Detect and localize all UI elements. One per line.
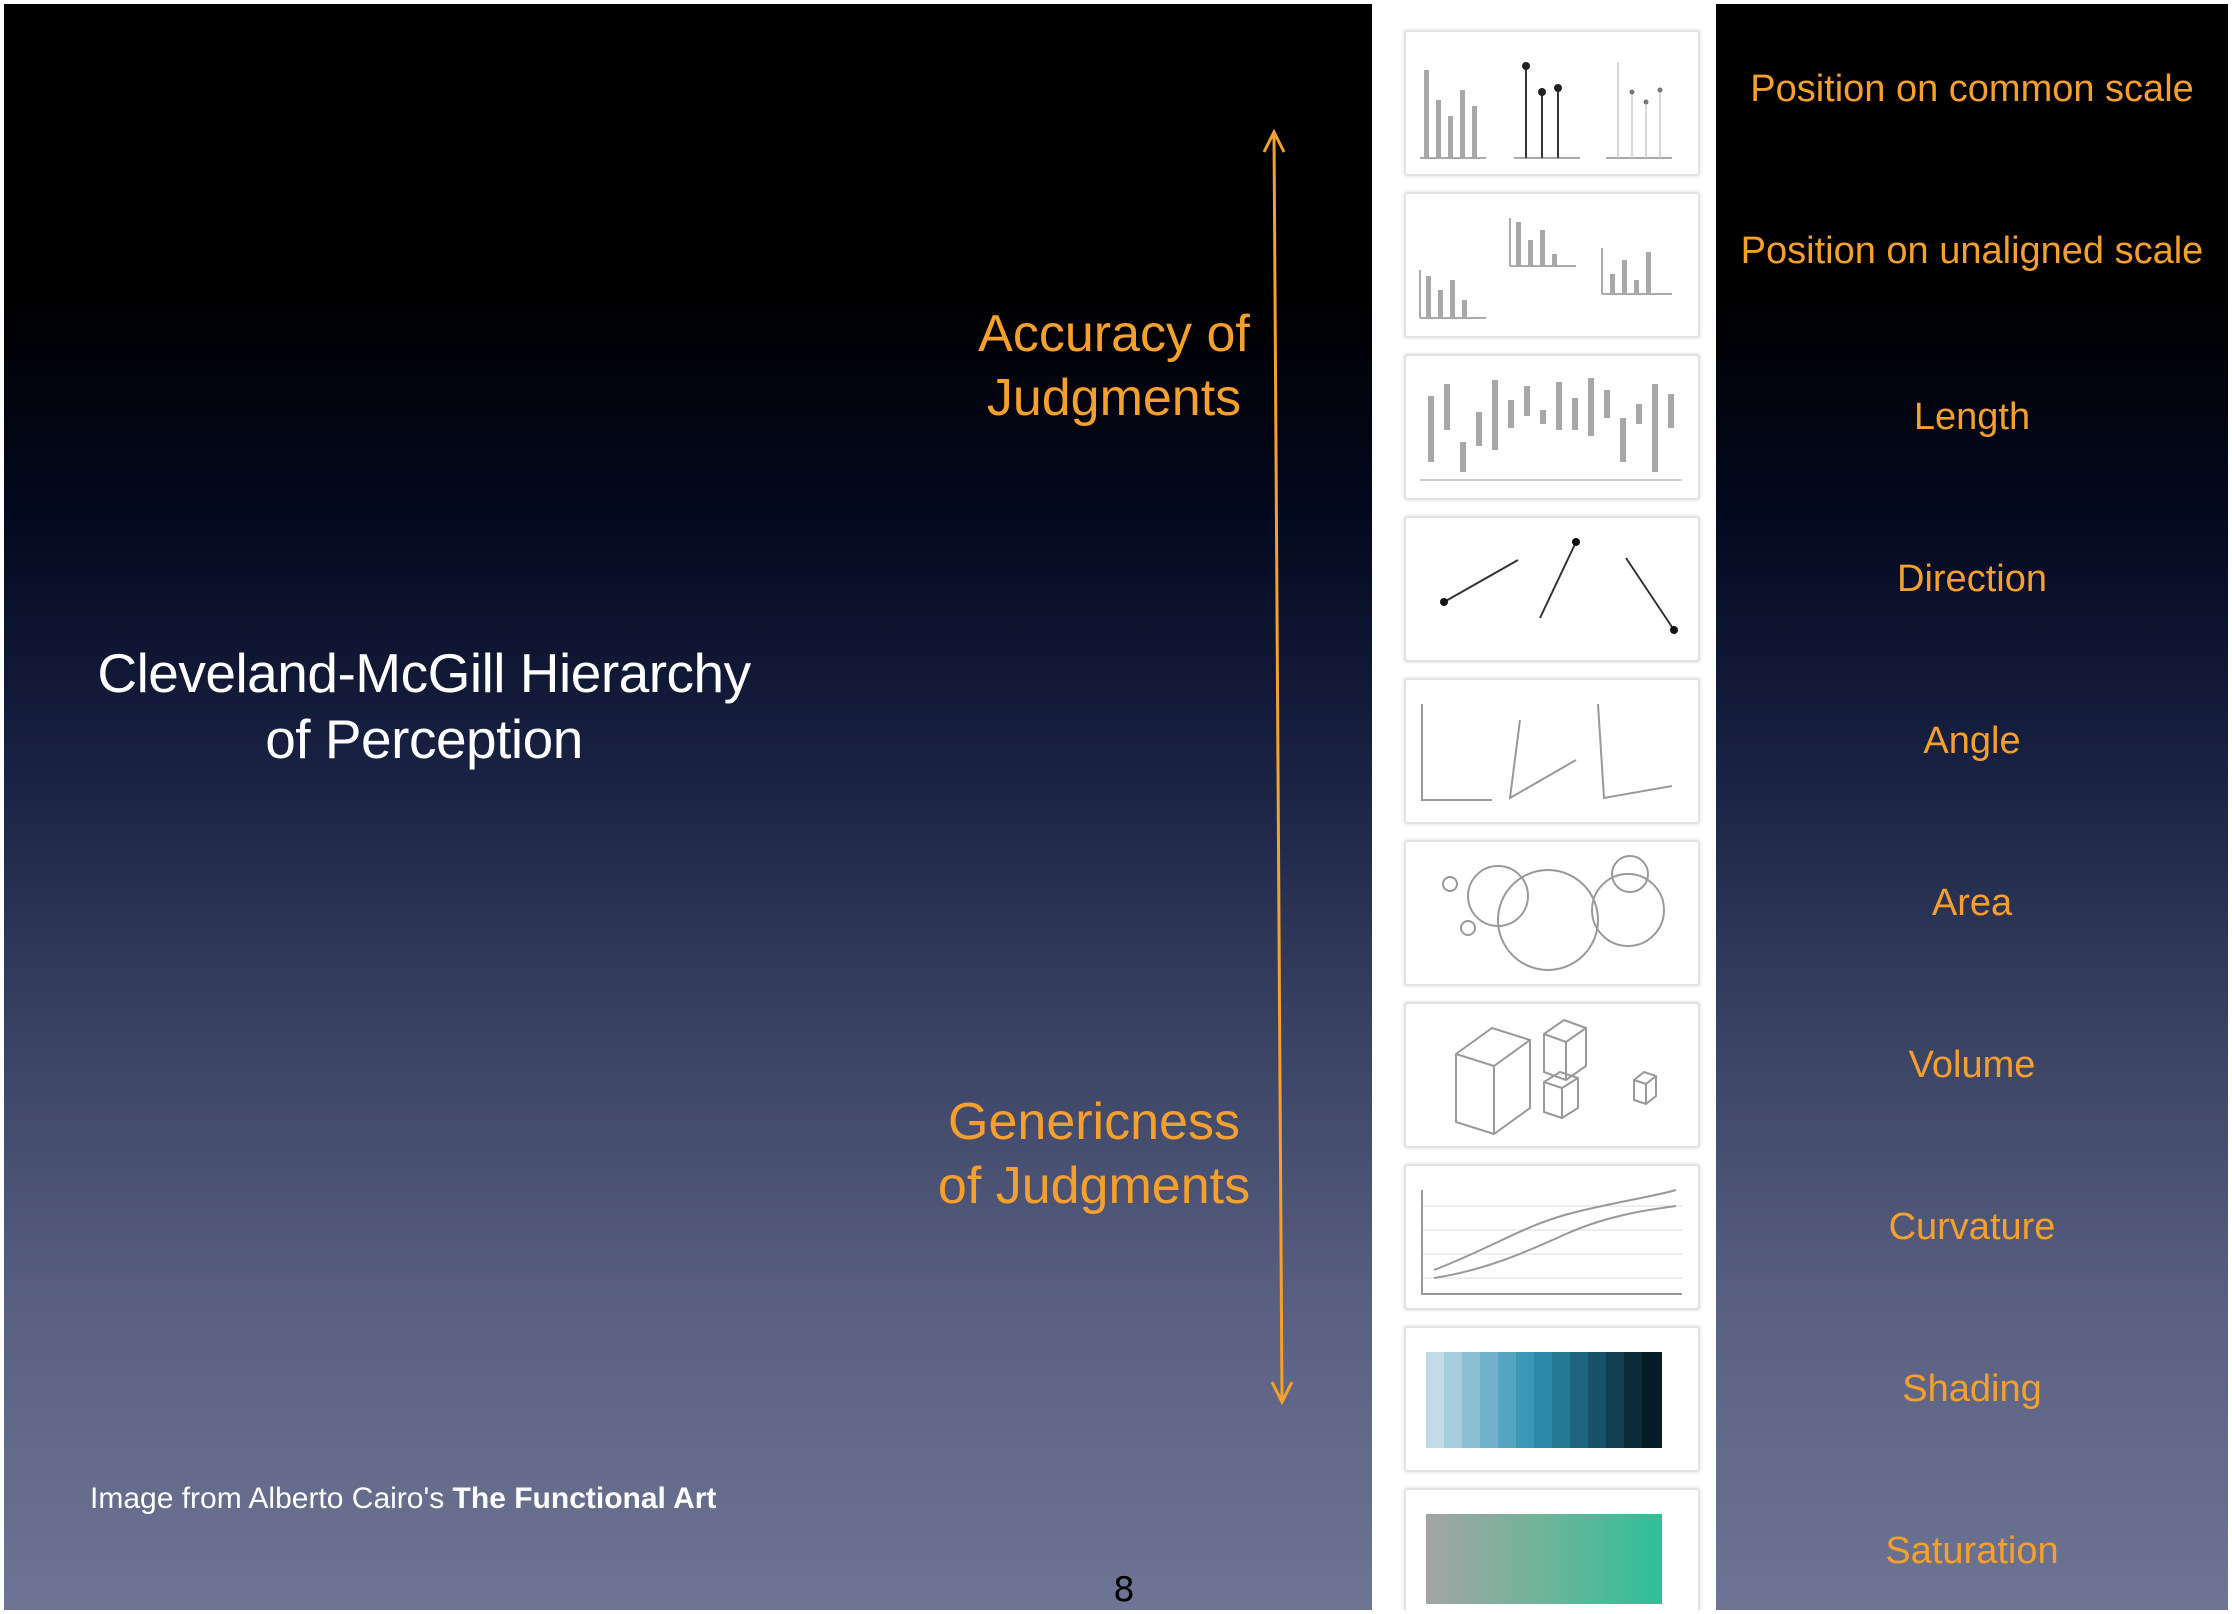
- label-angle: Angle: [1923, 720, 2021, 762]
- volume-icon: [1404, 1002, 1700, 1148]
- length-icon: [1404, 354, 1700, 500]
- label-area: Area: [1931, 882, 2013, 924]
- direction-icon: [1404, 516, 1700, 662]
- double-arrow-icon: [1262, 128, 1294, 1406]
- label-saturation: Saturation: [1885, 1530, 2059, 1572]
- title-line-2: of Perception: [265, 708, 583, 770]
- title-line-1: Cleveland-McGill Hierarchy: [97, 642, 751, 704]
- genericness-label: Genericness of Judgments: [904, 1090, 1284, 1218]
- label-shading: Shading: [1902, 1368, 2042, 1410]
- slide-title: Cleveland-McGill Hierarchy of Perception: [44, 640, 804, 772]
- image-credit: Image from Alberto Cairo's The Functiona…: [90, 1482, 716, 1516]
- saturation-icon: [1404, 1488, 1700, 1610]
- position-common-icon: [1404, 30, 1700, 176]
- label-volume: Volume: [1908, 1044, 2036, 1086]
- curvature-icon: [1404, 1164, 1700, 1310]
- label-position-unaligned: Position on unaligned scale: [1740, 230, 2204, 272]
- channels-panel: [1372, 4, 1716, 1610]
- accuracy-line-2: Judgments: [986, 369, 1242, 427]
- angle-icon: [1404, 678, 1700, 824]
- slide: Cleveland-McGill Hierarchy of Perception…: [4, 4, 2228, 1610]
- position-unaligned-icon: [1404, 192, 1700, 338]
- page-number: 8: [1113, 1570, 1135, 1610]
- genericness-line-1: Genericness: [948, 1093, 1240, 1151]
- label-length: Length: [1913, 396, 2031, 438]
- credit-prefix: Image from Alberto Cairo's: [90, 1482, 453, 1515]
- credit-book-title: The Functional Art: [452, 1482, 717, 1515]
- shading-icon: [1404, 1326, 1700, 1472]
- genericness-line-2: of Judgments: [937, 1157, 1251, 1215]
- label-position-common: Position on common scale: [1750, 68, 2194, 110]
- label-direction: Direction: [1897, 558, 2047, 600]
- label-curvature: Curvature: [1888, 1206, 2056, 1248]
- accuracy-line-1: Accuracy of: [978, 305, 1250, 363]
- area-icon: [1404, 840, 1700, 986]
- accuracy-label: Accuracy of Judgments: [934, 302, 1294, 430]
